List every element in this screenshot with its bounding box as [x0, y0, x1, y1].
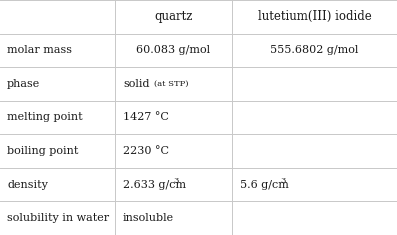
Text: 1427 °C: 1427 °C — [123, 113, 169, 122]
Text: solid: solid — [123, 79, 150, 89]
Text: 60.083 g/mol: 60.083 g/mol — [137, 45, 210, 55]
Text: 2.633 g/cm: 2.633 g/cm — [123, 180, 186, 190]
Text: molar mass: molar mass — [7, 45, 72, 55]
Text: boiling point: boiling point — [7, 146, 78, 156]
Text: 555.6802 g/mol: 555.6802 g/mol — [270, 45, 358, 55]
Text: insoluble: insoluble — [123, 213, 174, 223]
Text: (at STP): (at STP) — [154, 80, 189, 88]
Text: density: density — [7, 180, 48, 190]
Text: 3: 3 — [280, 177, 285, 185]
Text: solubility in water: solubility in water — [7, 213, 109, 223]
Text: lutetium(III) iodide: lutetium(III) iodide — [258, 10, 371, 23]
Text: melting point: melting point — [7, 113, 83, 122]
Text: quartz: quartz — [154, 10, 193, 23]
Text: phase: phase — [7, 79, 40, 89]
Text: 5.6 g/cm: 5.6 g/cm — [240, 180, 289, 190]
Text: 2230 °C: 2230 °C — [123, 146, 169, 156]
Text: 3: 3 — [173, 177, 178, 185]
